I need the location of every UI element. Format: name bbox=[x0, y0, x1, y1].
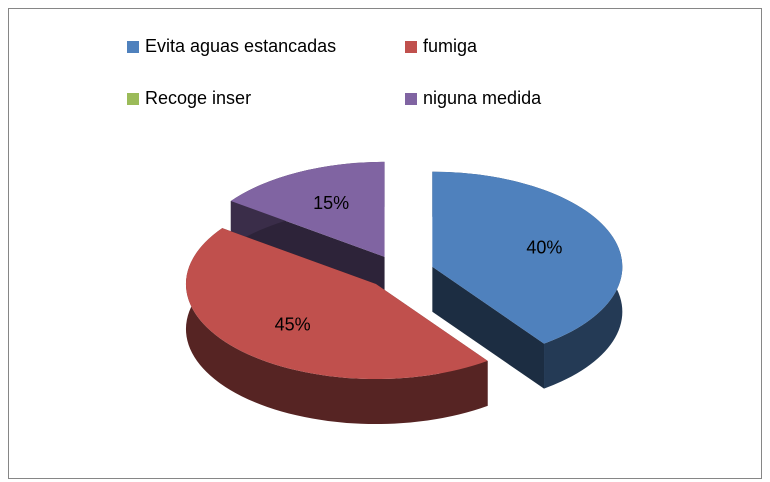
legend-swatch bbox=[405, 41, 417, 53]
slice-wall bbox=[185, 228, 488, 425]
legend-label: fumiga bbox=[423, 36, 478, 56]
legend-label: Recoge inser bbox=[145, 88, 251, 108]
pie-slice bbox=[218, 206, 373, 263]
legend-swatch bbox=[405, 93, 417, 105]
data-label: 40% bbox=[526, 237, 562, 257]
slice-top bbox=[185, 228, 488, 380]
pie-slice bbox=[185, 228, 488, 425]
legend-swatch bbox=[127, 93, 139, 105]
slice-side bbox=[432, 266, 545, 389]
data-label: 45% bbox=[275, 314, 311, 334]
slice-top bbox=[432, 171, 623, 344]
pie-slice bbox=[432, 171, 623, 389]
slice-top bbox=[230, 161, 385, 257]
legend-label: niguna medida bbox=[423, 88, 542, 108]
data-label: 15% bbox=[313, 193, 349, 213]
legend-swatch bbox=[127, 41, 139, 53]
legend-label: Evita aguas estancadas bbox=[145, 36, 336, 56]
slice-top bbox=[218, 206, 373, 263]
